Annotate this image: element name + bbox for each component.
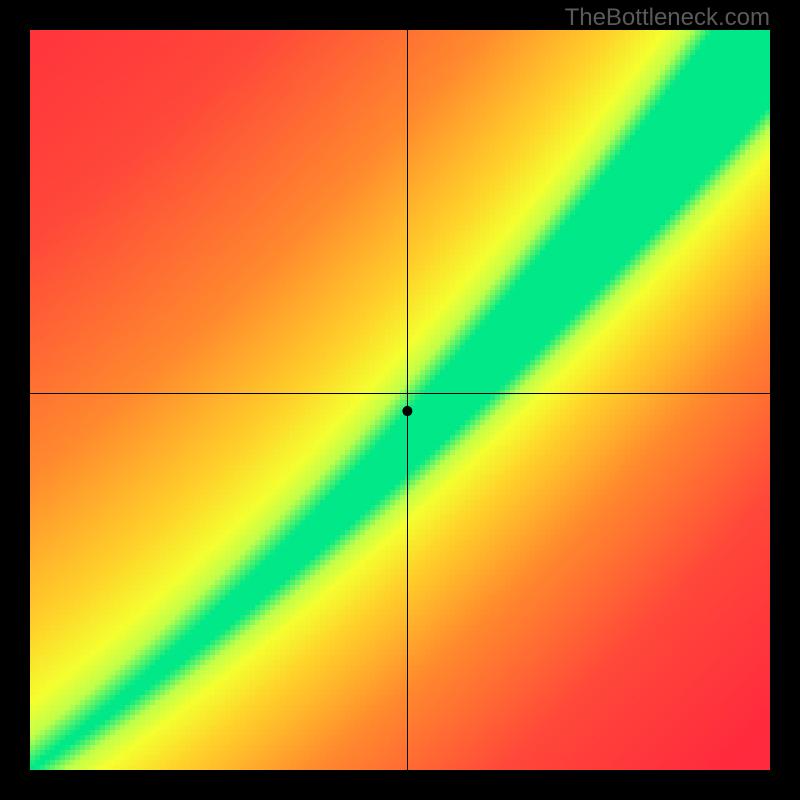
bottleneck-heatmap — [30, 30, 770, 770]
watermark-text: TheBottleneck.com — [565, 4, 770, 32]
chart-container: TheBottleneck.com — [0, 0, 800, 800]
